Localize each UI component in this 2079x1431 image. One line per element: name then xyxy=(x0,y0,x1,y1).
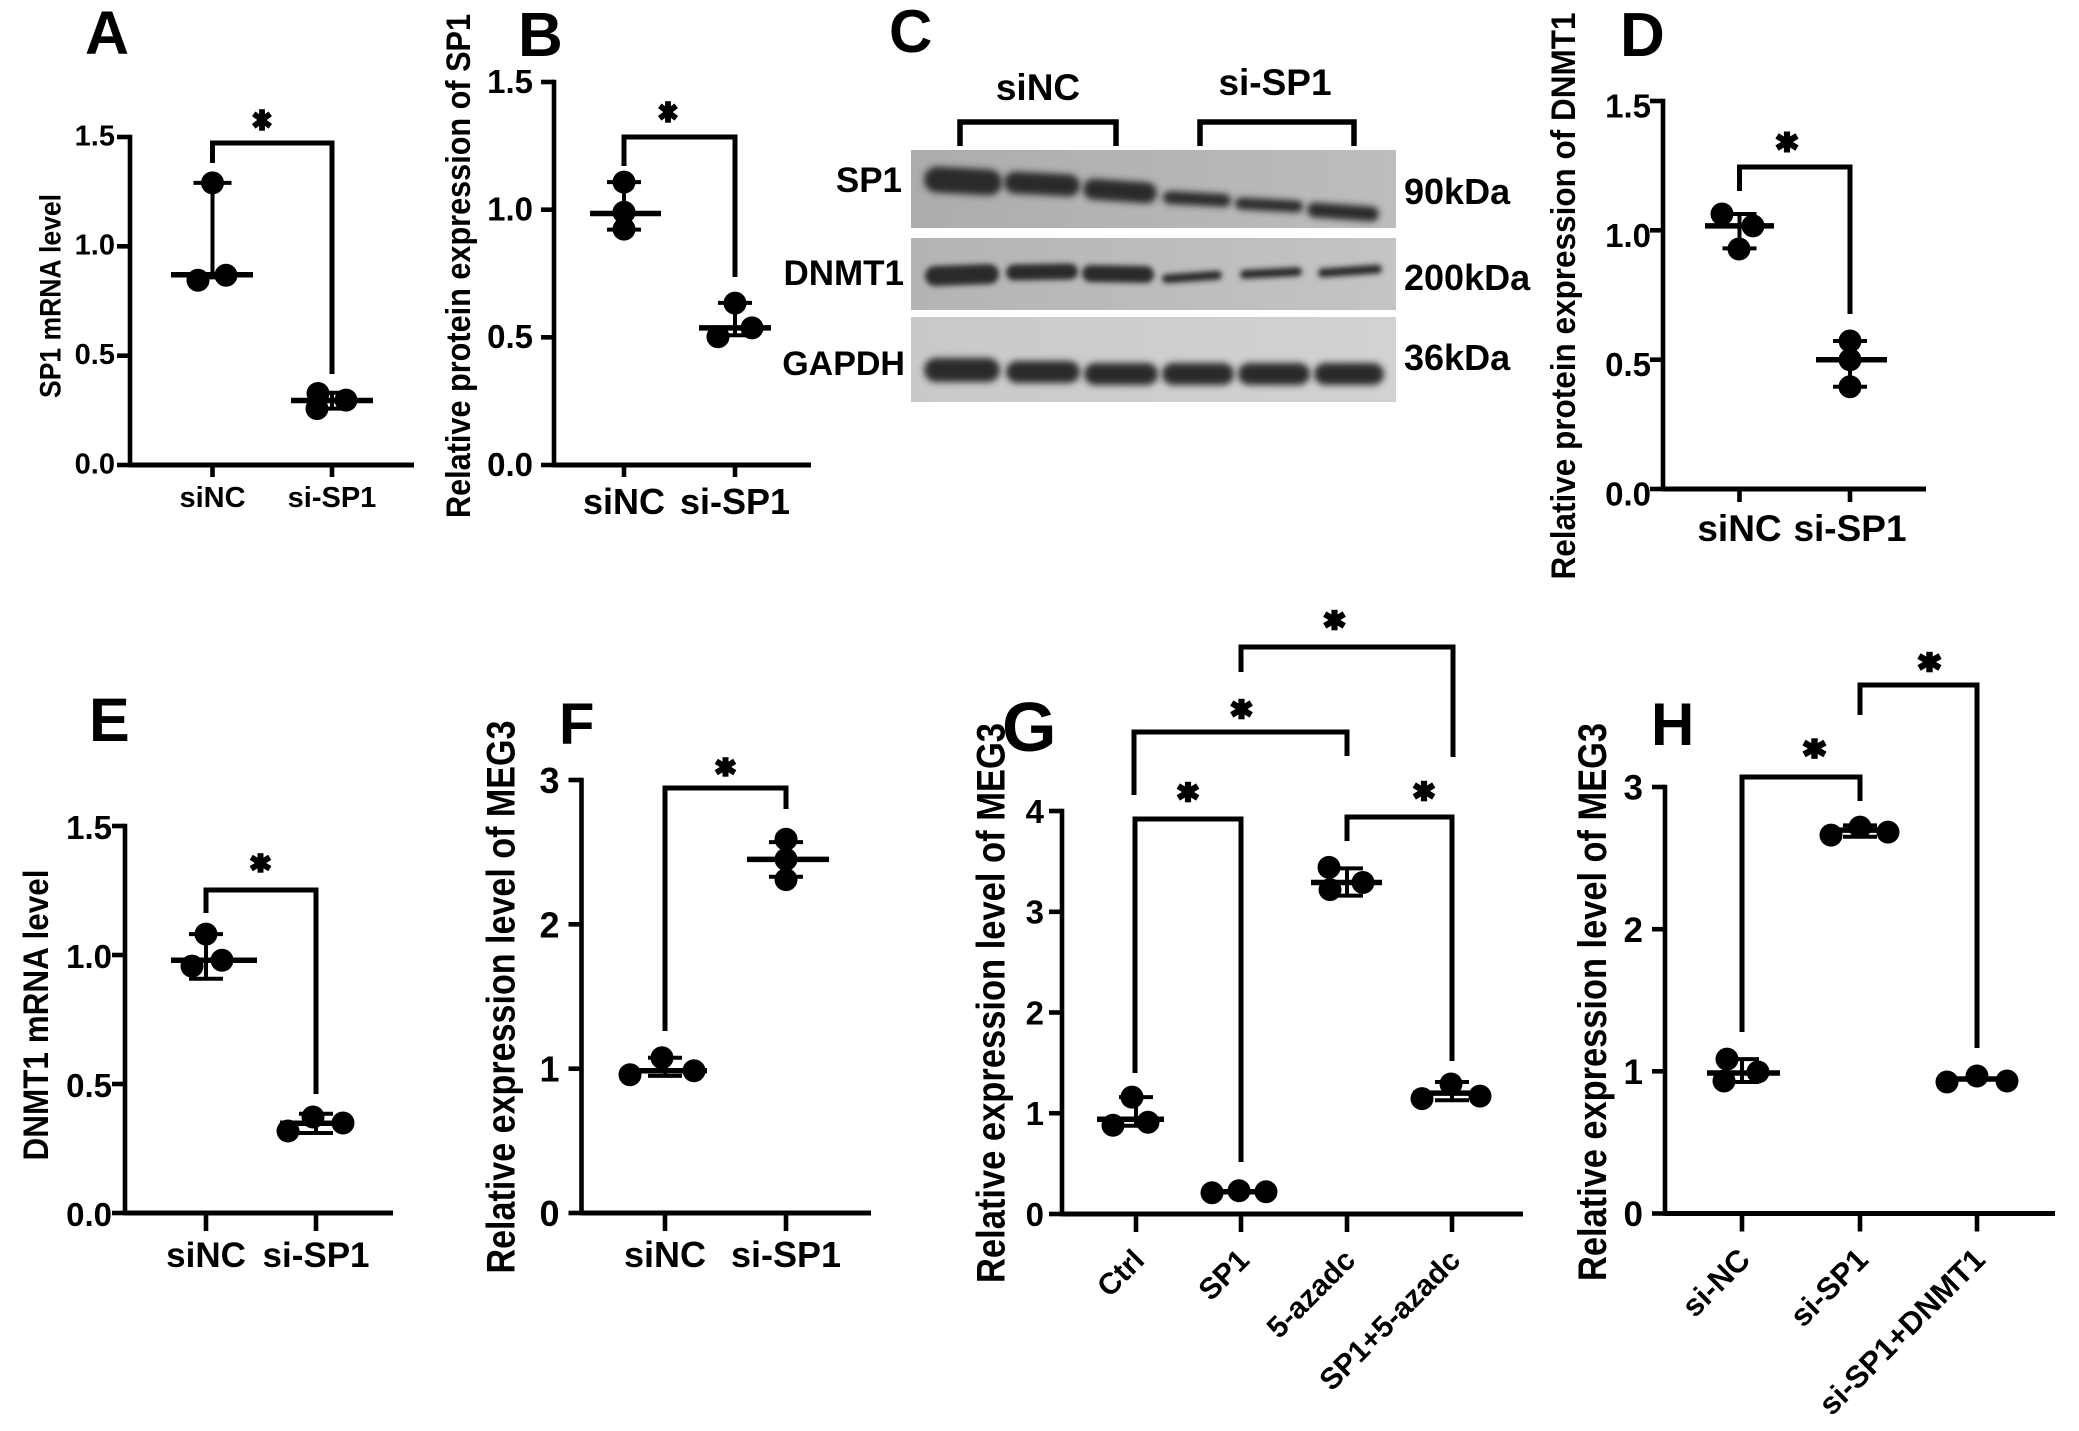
svg-text:1: 1 xyxy=(1026,1095,1044,1132)
svg-text:C: C xyxy=(889,0,932,65)
svg-text:E: E xyxy=(89,686,130,754)
svg-text:36kDa: 36kDa xyxy=(1404,337,1511,378)
svg-text:siNC: siNC xyxy=(1697,508,1781,549)
svg-text:si-SP1: si-SP1 xyxy=(288,482,377,514)
svg-text:siNC: siNC xyxy=(624,1234,706,1275)
svg-text:si-SP1: si-SP1 xyxy=(263,1236,370,1275)
svg-text:Relative protein expression of: Relative protein expression of SP1 xyxy=(440,14,478,518)
svg-text:DNMT1 mRNA level: DNMT1 mRNA level xyxy=(17,870,56,1161)
svg-text:G: G xyxy=(1002,688,1056,766)
svg-text:si-SP1: si-SP1 xyxy=(1793,508,1906,549)
svg-text:4: 4 xyxy=(1026,793,1045,830)
svg-text:0.0: 0.0 xyxy=(1605,476,1651,513)
svg-text:si-SP1: si-SP1 xyxy=(1218,62,1331,103)
svg-text:DNMT1: DNMT1 xyxy=(783,254,904,293)
svg-text:B: B xyxy=(518,1,563,70)
svg-text:siNC: siNC xyxy=(179,482,245,514)
svg-text:1.5: 1.5 xyxy=(487,63,533,100)
svg-text:1.5: 1.5 xyxy=(66,809,112,846)
svg-text:0: 0 xyxy=(1624,1195,1643,1234)
svg-text:Relative expression level of M: Relative expression level of MEG3 xyxy=(1571,723,1615,1281)
svg-text:1.0: 1.0 xyxy=(75,230,115,262)
svg-text:A: A xyxy=(85,0,129,67)
svg-text:0.0: 0.0 xyxy=(66,1196,112,1233)
svg-text:si-SP1: si-SP1 xyxy=(731,1234,841,1275)
svg-text:F: F xyxy=(559,692,594,757)
svg-text:0: 0 xyxy=(1026,1196,1044,1233)
svg-text:3: 3 xyxy=(1624,769,1643,808)
svg-text:0.5: 0.5 xyxy=(487,318,533,355)
svg-text:D: D xyxy=(1620,1,1665,70)
svg-text:1: 1 xyxy=(539,1049,559,1090)
svg-text:si-SP1: si-SP1 xyxy=(680,481,790,522)
svg-text:0.5: 0.5 xyxy=(75,339,115,371)
svg-text:1: 1 xyxy=(1624,1053,1643,1092)
svg-text:0.5: 0.5 xyxy=(66,1067,112,1104)
svg-text:90kDa: 90kDa xyxy=(1404,171,1511,212)
svg-text:2: 2 xyxy=(539,904,559,945)
svg-text:0.0: 0.0 xyxy=(487,446,533,483)
svg-text:1.0: 1.0 xyxy=(66,938,112,975)
svg-text:2: 2 xyxy=(1624,911,1643,950)
svg-text:0.0: 0.0 xyxy=(75,448,115,480)
svg-text:2: 2 xyxy=(1026,994,1044,1031)
svg-text:200kDa: 200kDa xyxy=(1404,257,1531,298)
svg-text:1.5: 1.5 xyxy=(75,120,115,152)
svg-text:Relative protein expression of: Relative protein expression of DNMT1 xyxy=(1545,13,1583,580)
svg-text:3: 3 xyxy=(1026,894,1044,931)
svg-text:3: 3 xyxy=(539,760,559,801)
svg-text:1.0: 1.0 xyxy=(487,191,533,228)
svg-text:1.5: 1.5 xyxy=(1605,88,1651,125)
svg-text:0: 0 xyxy=(539,1193,559,1234)
svg-text:GAPDH: GAPDH xyxy=(782,345,905,383)
svg-text:Relative expression level of M: Relative expression level of MEG3 xyxy=(480,721,524,1274)
svg-text:siNC: siNC xyxy=(583,481,665,522)
svg-text:SP1: SP1 xyxy=(836,161,902,200)
svg-text:0.5: 0.5 xyxy=(1605,346,1651,383)
svg-text:1.0: 1.0 xyxy=(1605,217,1651,254)
svg-text:Relative expression level of M: Relative expression level of MEG3 xyxy=(970,723,1014,1283)
svg-text:H: H xyxy=(1651,691,1694,758)
svg-text:siNC: siNC xyxy=(166,1236,246,1275)
svg-text:SP1 mRNA level: SP1 mRNA level xyxy=(35,194,68,398)
svg-text:siNC: siNC xyxy=(996,67,1080,108)
